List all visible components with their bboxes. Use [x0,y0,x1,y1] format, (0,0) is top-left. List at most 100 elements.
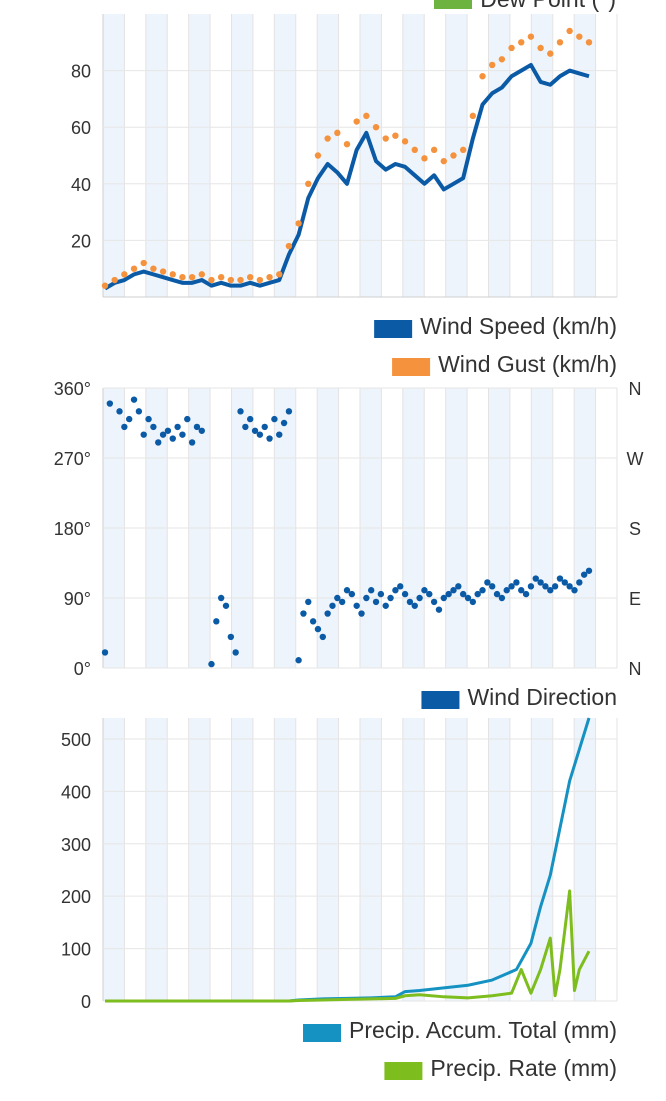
data-point [382,602,389,609]
compass-label: N [629,379,642,399]
data-point [426,590,433,598]
data-point [217,594,225,602]
data-point [392,132,399,139]
data-point [440,594,447,602]
data-point [498,594,506,602]
data-point [106,400,114,407]
background-band [145,14,168,297]
legend-swatch [374,320,413,338]
data-point [222,602,230,609]
background-band [103,718,125,1001]
y-tick-label: 90° [64,589,91,609]
data-point [518,587,525,594]
series-line [103,62,590,291]
y-tick-label: 500 [61,730,91,750]
data-point [580,571,588,578]
data-point [276,431,283,438]
data-point [532,575,539,582]
data-point [547,587,554,594]
legend-swatch [303,1024,342,1042]
background-band [402,718,425,1001]
data-point [556,575,564,582]
data-point [382,135,389,142]
data-point [213,618,220,625]
data-point [406,598,414,606]
y-tick-label: 360° [54,379,91,399]
data-point [111,276,118,284]
data-point [145,415,152,423]
data-point [285,408,293,415]
legend-label: Dew Point (°) [480,0,616,13]
data-point [493,590,501,598]
data-point [276,271,283,278]
data-point [232,649,239,656]
data-point [464,594,472,602]
data-point [498,56,506,63]
data-point [237,408,244,415]
background-band [574,718,596,1001]
data-point [193,423,201,431]
data-point [130,396,138,403]
background-band [317,718,339,1001]
data-point [101,649,109,656]
data-point [363,594,370,602]
data-point [256,431,264,438]
legend-label: Precip. Accum. Total (mm) [349,1017,617,1043]
data-point [430,146,438,154]
compass-label: N [629,659,642,679]
data-point [561,579,568,586]
data-point [295,220,302,227]
data-point [556,39,564,46]
data-point [314,152,322,159]
data-point [513,579,520,586]
data-point [150,423,157,431]
data-point [576,579,583,586]
data-point [372,598,380,606]
data-point [551,583,559,590]
legend-dew-point: Dew Point (°) [434,0,616,13]
data-point [508,44,515,52]
data-point [247,273,254,281]
data-point [372,124,380,131]
data-point [140,431,147,438]
y-tick-label: 60 [71,118,91,138]
data-point [159,431,167,438]
data-point [334,129,341,137]
data-point [397,583,404,590]
data-point [411,602,418,609]
plot-area-0 [102,14,618,298]
data-point [309,618,317,625]
data-point [566,583,573,590]
y-tick-label: 300 [61,835,91,855]
data-point [571,587,578,594]
data-point [455,583,462,590]
data-point [237,276,244,284]
data-point [150,265,157,272]
data-point [217,273,225,281]
data-point [469,598,477,606]
data-point [188,273,196,281]
data-point [348,590,356,598]
data-point [300,610,307,617]
compass-label: S [629,519,641,539]
data-point [329,602,336,609]
background-band [274,718,296,1001]
data-point [450,587,457,594]
legend-swatch [384,1062,423,1080]
data-point [401,138,409,145]
background-band [317,14,339,297]
data-point [140,259,147,267]
data-point [358,610,365,617]
compass-label: W [627,449,644,469]
data-point [440,157,447,165]
y-tick-label: 40 [71,175,91,195]
background-band [274,14,296,297]
data-point [387,594,394,602]
data-point [392,587,399,594]
data-point [174,423,181,431]
data-point [585,39,593,46]
data-point [469,112,477,120]
data-point [266,273,273,281]
data-point [256,276,264,284]
data-point [527,583,535,590]
